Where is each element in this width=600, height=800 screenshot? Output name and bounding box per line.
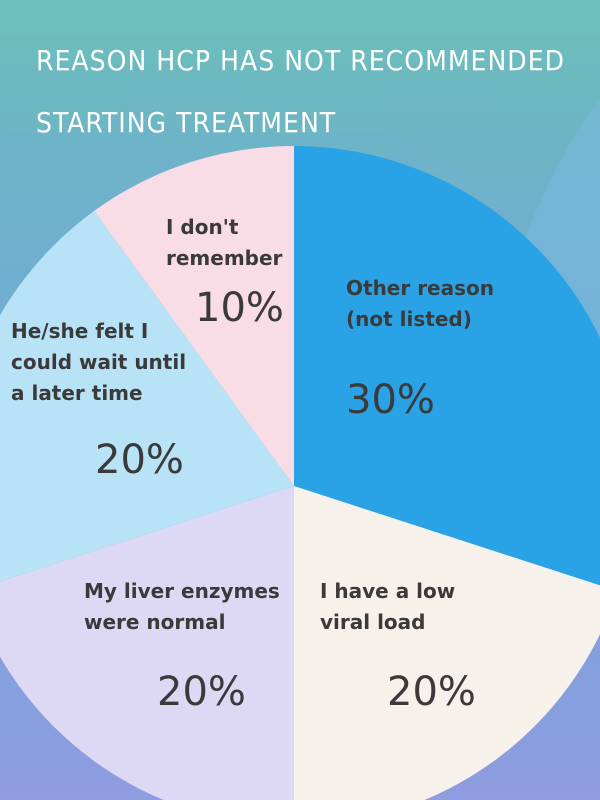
slice-value-other-reason: 30% (346, 377, 435, 423)
slice-label-dont-remember: I don't remember (166, 215, 283, 270)
slice-value-low-viral-load: 20% (387, 669, 476, 715)
pie-slice-other-reason (294, 146, 600, 586)
pie-slice-wait-later (0, 210, 294, 582)
slice-value-dont-remember: 10% (195, 285, 284, 331)
pie-slice-liver-enzymes (0, 486, 294, 800)
chart-title: Reason HCP has not recommended starting … (36, 44, 566, 139)
pie-slice-dont-remember (94, 146, 294, 486)
slice-label-other-reason: Other reason (not listed) (346, 276, 494, 331)
slice-value-liver-enzymes: 20% (157, 669, 246, 715)
slice-label-wait-later: He/she felt I could wait until a later t… (11, 319, 187, 405)
slice-label-low-viral-load: I have a low viral load (320, 579, 456, 634)
slice-value-wait-later: 20% (95, 437, 184, 483)
slice-label-liver-enzymes: My liver enzymes were normal (84, 579, 280, 634)
pie-slice-low-viral-load (294, 486, 600, 800)
